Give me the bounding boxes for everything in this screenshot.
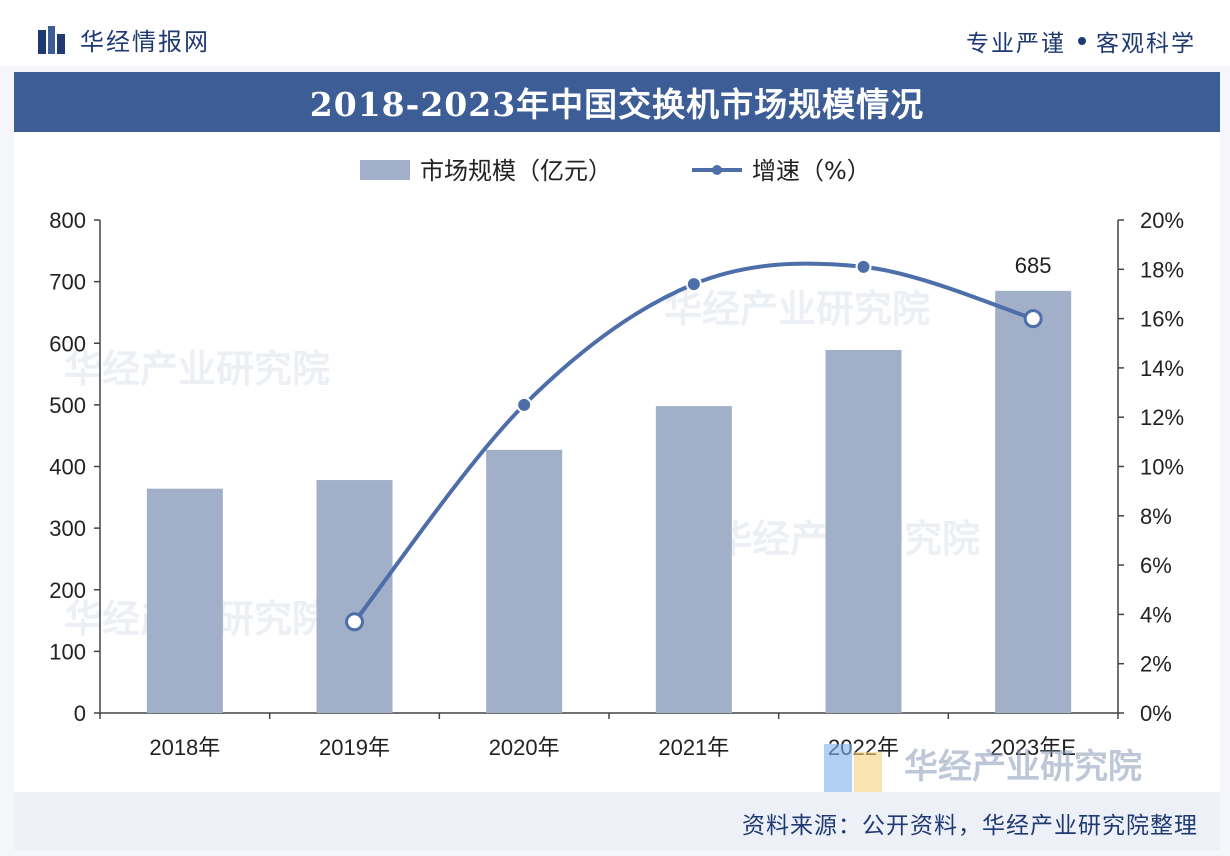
bar-3	[486, 449, 563, 713]
y-left-tick-label: 500	[49, 393, 86, 418]
watermark-brand: 华经产业研究院	[904, 747, 1142, 787]
bar-6	[995, 290, 1072, 713]
legend-line-label: 增速（%）	[752, 157, 871, 185]
slogan-dot-icon	[1078, 37, 1086, 45]
slogan: 专业严谨 客观科学	[966, 24, 1196, 58]
y-right-tick-label: 2%	[1140, 652, 1172, 677]
x-tick-label: 2020年	[489, 735, 560, 760]
slogan-right: 客观科学	[1096, 31, 1196, 57]
chart-area: 华经产业研究院华经产业研究院华经产业研究院华经产业研究院市场规模（亿元）增速（%…	[14, 132, 1220, 792]
legend-bar-label: 市场规模（亿元）	[420, 157, 612, 185]
y-left-tick-label: 400	[49, 455, 86, 480]
y-left-tick-label: 0	[74, 701, 86, 726]
x-tick-label: 2019年	[319, 735, 390, 760]
y-right-tick-label: 18%	[1140, 257, 1184, 282]
brand-name: 华经情报网	[80, 28, 210, 56]
y-right-tick-label: 14%	[1140, 356, 1184, 381]
bar-1	[146, 488, 223, 713]
watermark-text: 华经产业研究院	[64, 347, 330, 391]
y-left-tick-label: 200	[49, 578, 86, 603]
x-tick-label: 2021年	[658, 735, 729, 760]
growth-point	[1023, 309, 1043, 329]
growth-line	[352, 261, 1034, 624]
bar-5	[825, 350, 902, 713]
growth-point	[345, 612, 364, 632]
source-text: 资料来源：公开资料，华经产业研究院整理	[742, 813, 1198, 839]
y-right-tick-label: 8%	[1140, 504, 1172, 529]
chart-title: 2018-2023年中国交换机市场规模情况	[309, 85, 925, 124]
growth-point	[855, 258, 872, 275]
y-right-tick-label: 6%	[1140, 553, 1172, 578]
legend-line-marker	[712, 165, 722, 175]
y-left-tick-label: 600	[49, 331, 86, 356]
brand: 华经情报网	[38, 22, 210, 57]
slogan-left: 专业严谨	[966, 31, 1066, 57]
y-left-tick-label: 700	[49, 270, 86, 295]
bar-2	[316, 480, 393, 713]
watermark-logo-icon	[824, 744, 852, 792]
data-label: 685	[1015, 253, 1052, 278]
y-right-tick-label: 16%	[1140, 307, 1184, 332]
y-left-tick-label: 100	[49, 639, 86, 664]
legend-bar-swatch	[360, 160, 410, 180]
bar-4	[655, 406, 732, 713]
x-tick-label: 2023年E	[990, 735, 1076, 760]
header-bar: 华经情报网 专业严谨 客观科学	[0, 0, 1230, 66]
watermark-text: 华经产业研究院	[664, 287, 930, 331]
chart-title-bar: 2018-2023年中国交换机市场规模情况	[14, 72, 1220, 132]
y-left-tick-label: 300	[49, 516, 86, 541]
x-tick-label: 2018年	[149, 735, 220, 760]
y-left-tick-label: 800	[49, 208, 86, 233]
growth-point	[685, 276, 702, 293]
y-right-tick-label: 12%	[1140, 405, 1184, 430]
brand-logo-icon	[38, 25, 66, 54]
y-right-tick-label: 0%	[1140, 701, 1172, 726]
y-right-tick-label: 4%	[1140, 602, 1172, 627]
y-right-tick-label: 10%	[1140, 455, 1184, 480]
y-right-tick-label: 20%	[1140, 208, 1184, 233]
growth-point	[516, 396, 533, 413]
watermark-logo-icon	[854, 752, 882, 792]
source-bar: 资料来源：公开资料，华经产业研究院整理	[14, 792, 1220, 850]
chart-svg: 华经产业研究院华经产业研究院华经产业研究院华经产业研究院市场规模（亿元）增速（%…	[49, 157, 1184, 792]
